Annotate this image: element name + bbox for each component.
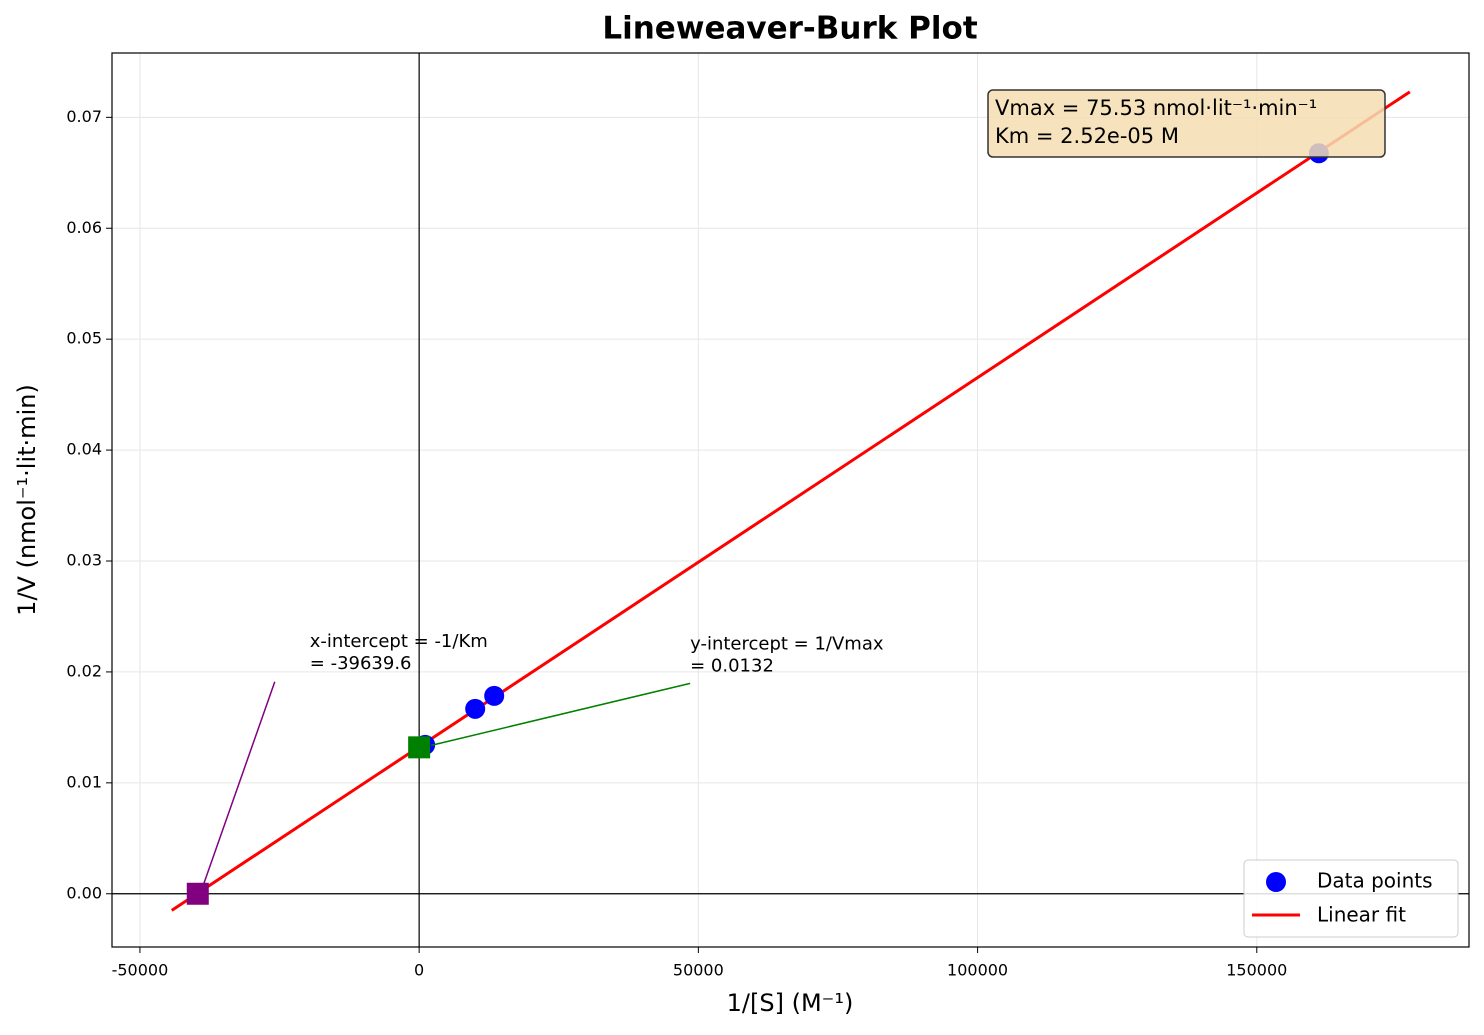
y-tick-label: 0.05 (66, 329, 102, 348)
annotation-text: = 0.0132 (690, 655, 774, 676)
y-tick-label: 0.03 (66, 551, 102, 570)
data-point (465, 698, 486, 719)
y-tick-label: 0.07 (66, 107, 102, 126)
y-tick-label: 0.04 (66, 440, 102, 459)
info-text: Km = 2.52e-05 M (995, 124, 1179, 148)
data-point (484, 685, 505, 706)
legend-label: Data points (1317, 869, 1433, 893)
annotation-arrow (430, 682, 691, 747)
plot-area (170, 90, 1411, 912)
axes-frame (111, 52, 1470, 948)
y-axis-label: 1/V (nmol⁻¹·lit·min) (13, 384, 41, 616)
y-tick-label: 0.00 (66, 883, 102, 902)
annotation-text: y-intercept = 1/Vmax (690, 633, 884, 654)
info-box (987, 89, 1386, 158)
x-axis-label: 1/[S] (M⁻¹) (727, 989, 854, 1017)
x-tick-label: 50000 (673, 961, 724, 980)
x-tick-label: 150000 (1226, 961, 1287, 980)
annotation-arrow (203, 681, 276, 885)
intercept-marker (186, 882, 209, 905)
y-tick-label: 0.02 (66, 661, 102, 680)
y-tick-label: 0.01 (66, 772, 102, 791)
legend-marker (1266, 872, 1286, 892)
chart-title: Lineweaver-Burk Plot (602, 11, 977, 47)
intercept-marker (408, 736, 431, 759)
x-tick-label: 100000 (947, 961, 1008, 980)
x-tick-label: 0 (414, 961, 424, 980)
legend-box (1243, 859, 1459, 938)
info-text: Vmax = 75.53 nmol·lit⁻¹·min⁻¹ (995, 96, 1317, 120)
x-tick-label: -50000 (112, 961, 169, 980)
fit-line (170, 90, 1411, 912)
legend-label: Linear fit (1317, 903, 1406, 927)
annotation-text: x-intercept = -1/Km (310, 631, 488, 652)
y-tick-label: 0.06 (66, 218, 102, 237)
annotation-text: = -39639.6 (310, 653, 412, 674)
